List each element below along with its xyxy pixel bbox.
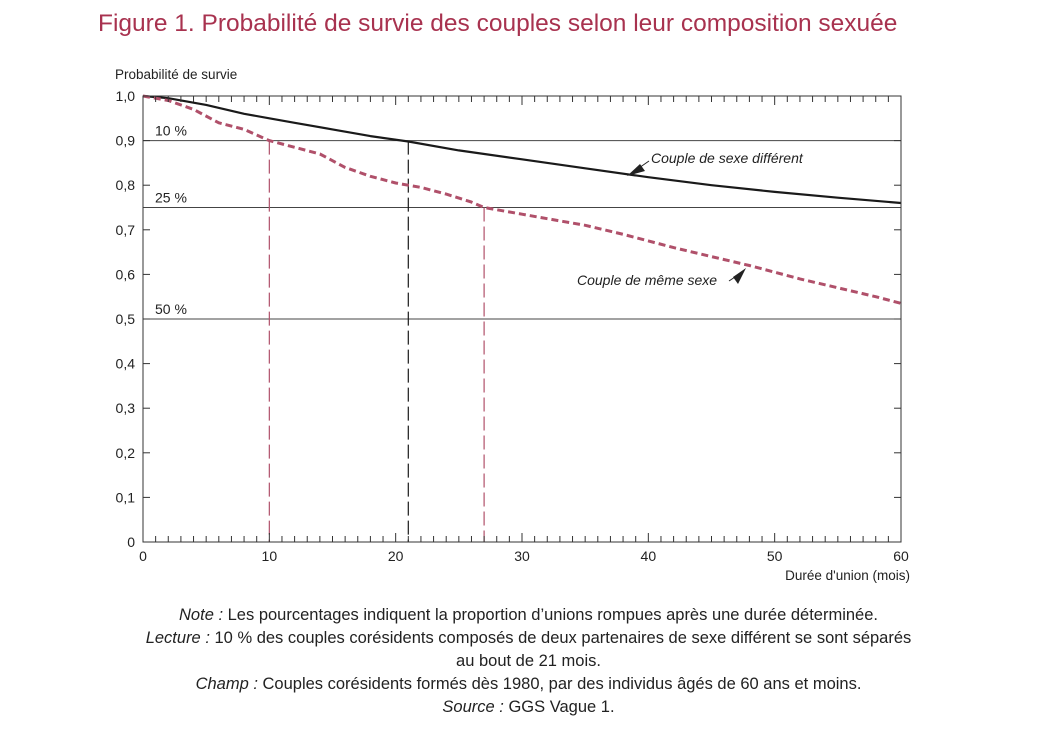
y-tick-label: 0,1 — [116, 489, 136, 505]
series-lines — [142, 94, 902, 305]
axis-ticks — [142, 95, 902, 543]
y-tick-label: 0,5 — [116, 311, 136, 327]
chart-labels: 0 0,1 0,2 0,3 0,4 0,5 0,6 0,7 0,8 0,9 1,0 0 10 20 30 40… — [115, 67, 910, 583]
reference-lines — [143, 140, 901, 320]
lecture-key: Lecture : — [145, 629, 210, 647]
chart-title: Figure 1. Probabilité de survie des coup… — [98, 10, 898, 37]
source-key: Source : — [442, 698, 504, 716]
source-text: GGS Vague 1. — [503, 698, 615, 716]
reference-line-label: 10 % — [155, 123, 187, 139]
figure-notes: Note : Les pourcentages indiquent la pro… — [0, 604, 1057, 719]
x-tick-label: 50 — [767, 548, 783, 564]
x-tick-label: 20 — [388, 548, 404, 564]
y-tick-label: 1,0 — [116, 88, 136, 104]
series-label-arrowhead — [627, 164, 645, 176]
x-tick-label: 40 — [641, 548, 657, 564]
champ-key: Champ : — [195, 675, 258, 693]
survival-chart: 0 0,1 0,2 0,3 0,4 0,5 0,6 0,7 0,8 0,9 1,0 0 10 20 30 40… — [115, 67, 910, 583]
y-tick-label: 0,2 — [116, 445, 136, 461]
reference-line-label: 25 % — [155, 190, 187, 206]
y-tick-label: 0,4 — [116, 356, 136, 372]
series-label-same-sex: Couple de même sexe — [577, 272, 717, 288]
lecture-text-2: au bout de 21 mois. — [456, 652, 601, 670]
x-tick-label: 10 — [262, 548, 278, 564]
y-tick-label: 0,9 — [116, 133, 136, 149]
lecture-line: Lecture : 10 % des couples corésidents c… — [0, 627, 1057, 650]
y-tick-label: 0,6 — [116, 266, 136, 282]
note-text: Les pourcentages indiquent la proportion… — [223, 606, 878, 624]
x-tick-label: 30 — [514, 548, 530, 564]
note-line: Note : Les pourcentages indiquent la pro… — [0, 604, 1057, 627]
y-tick-label: 0,3 — [116, 400, 136, 416]
reference-line-label: 50 % — [155, 301, 187, 317]
y-tick-label: 0,7 — [116, 222, 136, 238]
lecture-line-2: au bout de 21 mois. — [0, 650, 1057, 673]
champ-text: Couples corésidents formés dès 1980, par… — [257, 675, 862, 693]
y-tick-label: 0 — [127, 534, 135, 550]
series-label-arrowhead — [733, 268, 746, 284]
drop-lines — [268, 140, 485, 542]
y-axis-label: Probabilité de survie — [115, 67, 237, 82]
source-line: Source : GGS Vague 1. — [0, 696, 1057, 719]
series-line-same_sex — [142, 94, 902, 305]
lecture-text: 10 % des couples corésidents composés de… — [209, 629, 912, 647]
x-tick-label: 0 — [139, 548, 147, 564]
y-tick-label: 0,8 — [116, 177, 136, 193]
x-axis-label: Durée d'union (mois) — [785, 568, 910, 583]
series-line-different_sex — [142, 94, 902, 205]
series-label-different-sex: Couple de sexe différent — [651, 150, 804, 166]
x-tick-label: 60 — [893, 548, 909, 564]
champ-line: Champ : Couples corésidents formés dès 1… — [0, 673, 1057, 696]
note-key: Note : — [179, 606, 224, 624]
